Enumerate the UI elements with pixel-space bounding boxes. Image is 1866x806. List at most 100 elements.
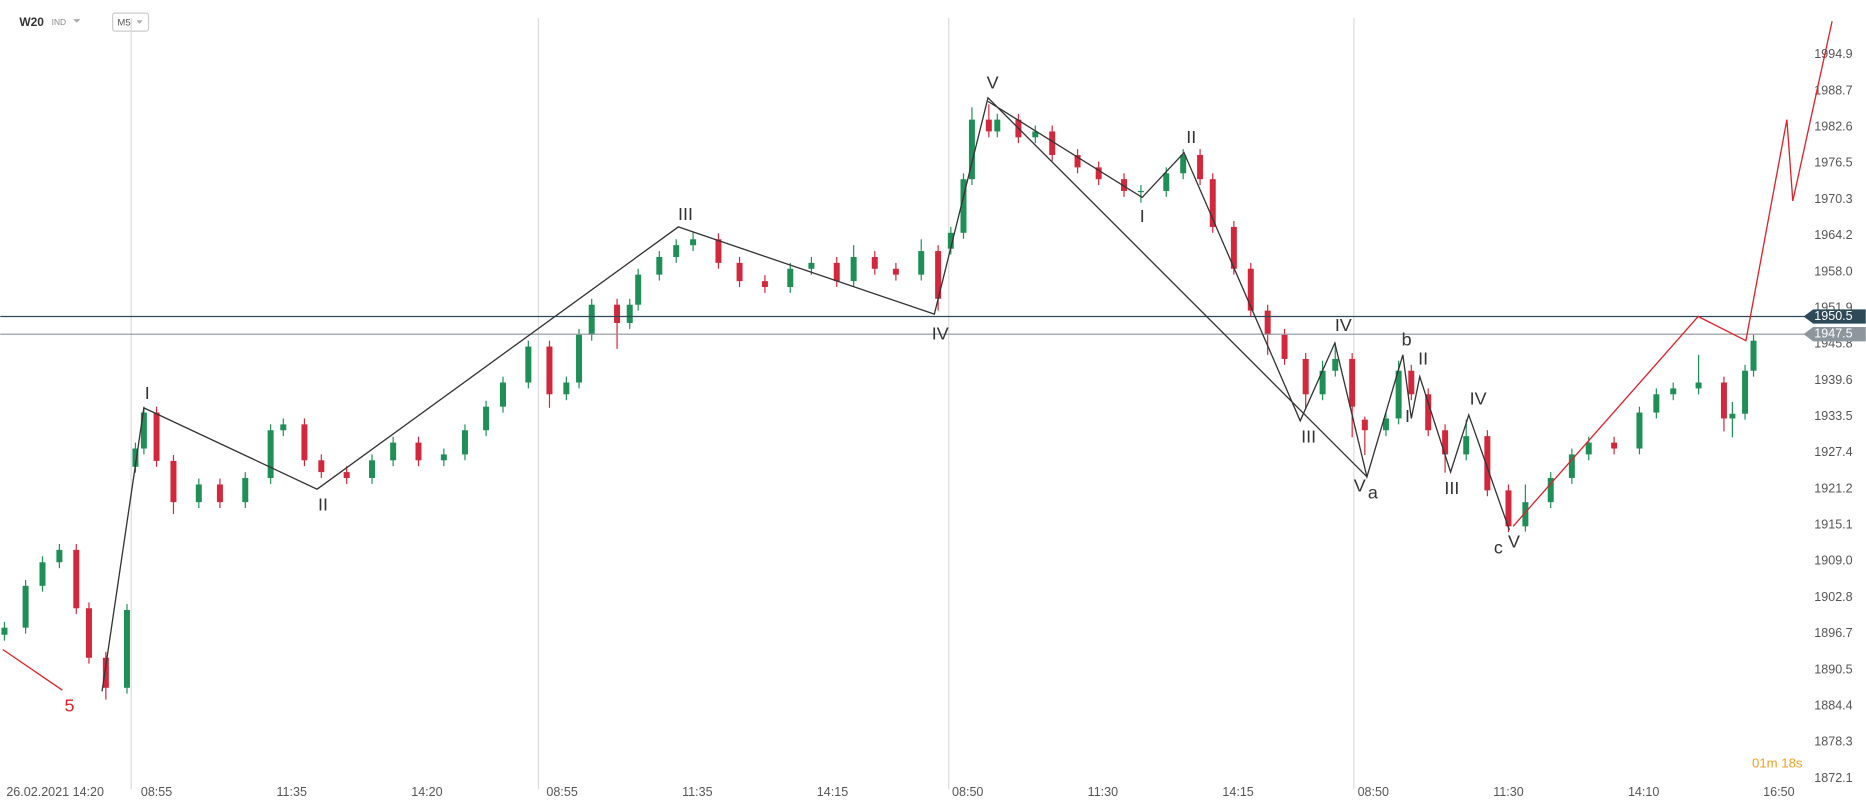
price-tag (1803, 327, 1866, 342)
candle-body (985, 119, 992, 132)
candle-body (1264, 310, 1271, 335)
candle-body (415, 442, 422, 461)
x-tick-label: 08:55 (546, 785, 577, 799)
candles (1, 104, 1757, 700)
price-tag-label: 1950.5 (1814, 309, 1852, 323)
candle-body (242, 477, 249, 503)
symbol[interactable]: W20 (19, 15, 44, 29)
dropdown-arrow[interactable] (73, 19, 81, 23)
candle-body (833, 262, 840, 282)
candle-body (787, 268, 794, 288)
candle-body (1382, 418, 1389, 431)
market: IND (52, 17, 66, 27)
wave-line (2, 648, 63, 691)
candle-body (1425, 394, 1432, 431)
candle-body (1095, 167, 1102, 180)
candle-body (22, 585, 29, 628)
candle-body (1332, 358, 1339, 371)
price-tag (1803, 309, 1866, 324)
candle-body (1197, 155, 1204, 180)
candle-body (1230, 226, 1237, 269)
candle-body (546, 346, 553, 395)
candle-body (1049, 131, 1056, 156)
wave-label: II (318, 494, 328, 514)
x-tick-label: 26.02.2021 14:20 (6, 785, 104, 799)
wave-label: II (1186, 127, 1196, 147)
candle-body (850, 256, 857, 282)
y-tick-label: 1939.6 (1814, 373, 1852, 387)
candle-body (935, 251, 942, 299)
candle-body (132, 448, 139, 467)
wave-label: III (678, 204, 693, 224)
candle-body (1180, 155, 1187, 174)
candle-body (1361, 419, 1368, 431)
candle-body (267, 430, 274, 478)
timeframe[interactable]: M5 (117, 17, 130, 28)
candle-body (369, 460, 376, 478)
candle-body (73, 549, 80, 609)
candle-body (318, 460, 325, 473)
candle-body (1636, 412, 1643, 449)
candle-body (1742, 370, 1749, 414)
candle-body (1522, 502, 1529, 527)
candle-body (301, 424, 308, 461)
y-tick-label: 1921.2 (1814, 481, 1852, 495)
candle-body (808, 262, 815, 269)
wave-label: III (1444, 478, 1459, 498)
x-tick-label: 14:15 (817, 785, 848, 799)
x-tick-label: 11:30 (1088, 785, 1118, 799)
y-tick-label: 1988.7 (1814, 84, 1852, 98)
candle-body (1568, 454, 1575, 478)
candle-body (1408, 370, 1415, 395)
candle-body (1729, 413, 1736, 419)
wave-label: IV (1335, 315, 1352, 335)
candle-body (440, 454, 447, 461)
candle-body (715, 239, 722, 263)
y-tick-label: 1902.8 (1814, 590, 1852, 604)
wave-label: b (1402, 329, 1412, 349)
candle-body (918, 251, 925, 275)
candle-body (1209, 179, 1216, 227)
x-tick-label: 16:50 (1763, 785, 1794, 799)
candle-body (1121, 179, 1128, 191)
wave-label: V (987, 72, 999, 92)
x-tick-label: 11:35 (682, 785, 712, 799)
x-tick-label: 14:15 (1222, 785, 1253, 799)
x-tick-label: 14:10 (1628, 785, 1659, 799)
candle-body (892, 268, 899, 275)
y-tick-label: 1884.4 (1814, 698, 1852, 712)
candle-body (1547, 477, 1554, 503)
candle-body (1585, 442, 1592, 455)
y-tick-label: 1958.0 (1814, 265, 1852, 279)
y-tick-label: 1927.4 (1814, 445, 1852, 459)
candle-body (690, 239, 697, 246)
wave-label: I (1405, 406, 1410, 426)
wave-label: III (1301, 427, 1316, 447)
candle-body (153, 412, 160, 461)
y-tick-label: 1994.9 (1814, 47, 1852, 61)
x-tick-label: 08:50 (1358, 785, 1389, 799)
candle-body (968, 119, 975, 180)
price-tag-label: 1947.5 (1814, 326, 1852, 340)
timeframe-box[interactable] (112, 12, 150, 32)
y-tick-label: 1896.7 (1814, 626, 1852, 640)
x-tick-label: 11:30 (1493, 785, 1523, 799)
wave-label: IV (1470, 388, 1487, 408)
wave-label: I (1140, 206, 1145, 226)
candle-body (563, 382, 570, 395)
candle-body (85, 608, 92, 658)
candle-body (39, 562, 46, 586)
candle-body (1302, 358, 1309, 395)
y-tick-label: 1878.3 (1814, 734, 1852, 748)
candle-body (1442, 430, 1449, 455)
candle-body (343, 472, 350, 478)
wave-label: V (1354, 476, 1366, 496)
y-tick-label: 1970.3 (1814, 192, 1852, 206)
y-tick-label: 1890.5 (1814, 662, 1852, 676)
candle-body (576, 334, 583, 383)
candle-body (1163, 173, 1170, 191)
dropdown-arrow[interactable] (136, 20, 143, 24)
candle-body (123, 610, 130, 688)
candle-body (1611, 442, 1618, 449)
